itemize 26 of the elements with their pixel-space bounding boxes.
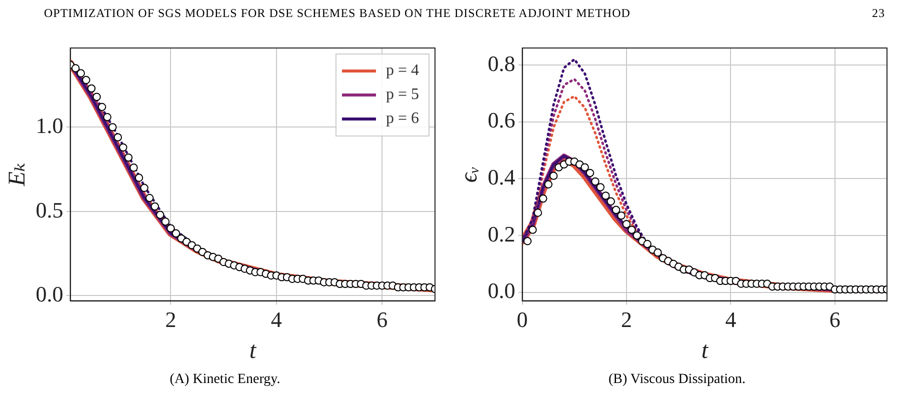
x-axis-title: t [701,338,710,364]
x-tick-label: 4 [725,306,736,332]
text: (A) Kinetic Energy. [168,372,282,388]
legend-label: p = 5 [386,86,420,104]
x-axis-title: t [249,338,258,364]
legend-label: p = 6 [386,110,420,128]
y-tick-label: 0.6 [488,108,516,133]
text: (B) Viscous Dissipation. [608,372,746,388]
x-tick-label: 2 [621,306,632,332]
legend-label: p = 4 [386,62,420,80]
text: 23 [872,6,885,21]
y-tick-label: 0.0 [488,278,516,304]
y-tick-label: 0.4 [488,164,516,190]
x-tick-label: 0 [516,306,528,332]
x-tick-label: 6 [376,306,388,332]
x-tick-label: 6 [829,306,840,332]
text: OPTIMIZATION OF SGS MODELS FOR DSE SCHEMES BASED ON THE DISCRETE ADJOINT METHOD [44,6,630,21]
y-tick-label: 0.5 [36,197,64,222]
x-tick-label: 4 [270,306,282,332]
x-tick-label: 2 [165,306,176,332]
y-tick-label: 0.2 [488,221,516,246]
y-axis-title: Eₖ [4,162,31,188]
y-tick-label: 0.8 [488,50,516,76]
y-axis-title: ϵᵥ [456,166,483,183]
y-tick-label: 0.0 [36,282,64,307]
y-tick-label: 1.0 [36,112,64,138]
